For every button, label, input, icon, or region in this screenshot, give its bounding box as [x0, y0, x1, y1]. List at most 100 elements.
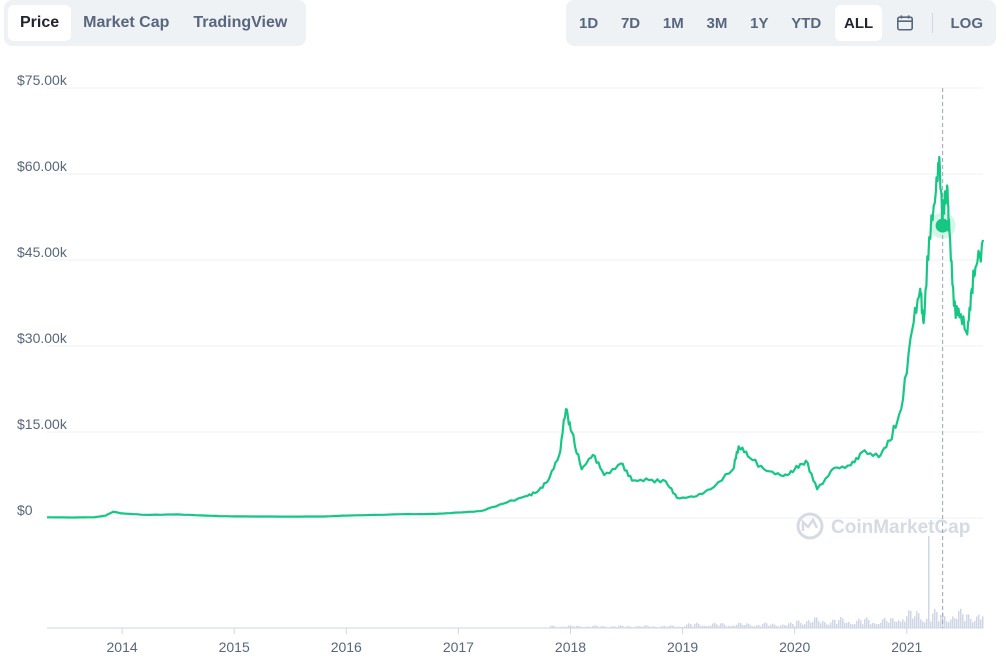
volume-bar — [890, 618, 892, 628]
volume-bar — [976, 616, 978, 628]
tab-price[interactable]: Price — [8, 5, 72, 41]
volume-bar — [632, 627, 634, 628]
volume-bar — [634, 626, 636, 628]
volume-bar — [744, 624, 746, 628]
volume-bar — [714, 622, 716, 628]
volume-bar — [800, 622, 802, 628]
volume-bar — [712, 623, 714, 628]
volume-bar — [752, 626, 754, 628]
volume-bar — [696, 622, 698, 628]
volume-bar — [794, 626, 796, 628]
volume-bar — [892, 618, 894, 628]
range-3m[interactable]: 3M — [706, 14, 728, 32]
range-ytd[interactable]: YTD — [791, 14, 822, 32]
volume-bar — [802, 624, 804, 628]
volume-bar — [734, 626, 736, 628]
volume-bar — [636, 626, 638, 628]
volume-bar — [650, 626, 652, 628]
range-7d[interactable]: 7D — [620, 14, 641, 32]
volume-bar — [946, 621, 948, 628]
x-tick-label: 2019 — [667, 639, 698, 655]
volume-bar — [844, 622, 846, 628]
volume-bar — [960, 608, 962, 628]
y-tick-label: $15.00k — [17, 416, 68, 432]
volume-bar — [916, 611, 918, 628]
x-tick-label: 2018 — [555, 639, 586, 655]
volume-bar — [872, 622, 874, 628]
volume-bar — [590, 627, 592, 628]
volume-bar — [692, 626, 694, 628]
volume-bar — [928, 536, 930, 628]
volume-bar — [688, 623, 690, 628]
range-1d[interactable]: 1D — [579, 14, 599, 32]
volume-bar — [818, 621, 820, 628]
range-all[interactable]: ALL — [835, 5, 883, 41]
volume-bar — [782, 624, 784, 628]
volume-bar — [806, 621, 808, 628]
volume-bar — [736, 624, 738, 628]
volume-bar — [762, 623, 764, 628]
volume-bars — [550, 536, 984, 628]
x-tick-label: 2014 — [107, 639, 138, 655]
volume-bar — [656, 627, 658, 628]
volume-bar — [862, 624, 864, 628]
volume-bar — [668, 626, 670, 628]
volume-bar — [644, 625, 646, 628]
volume-bar — [742, 625, 744, 628]
volume-bar — [708, 625, 710, 628]
volume-bar — [900, 621, 902, 628]
volume-bar — [572, 626, 574, 628]
volume-bar — [786, 625, 788, 628]
range-1m[interactable]: 1M — [662, 14, 684, 32]
volume-bar — [658, 627, 660, 628]
volume-bar — [878, 624, 880, 628]
volume-bar — [956, 619, 958, 628]
volume-bar — [824, 622, 826, 628]
volume-bar — [760, 626, 762, 628]
volume-bar — [646, 625, 648, 628]
volume-bar — [758, 625, 760, 628]
volume-bar — [622, 625, 624, 628]
volume-bar — [952, 616, 954, 628]
volume-bar — [972, 622, 974, 628]
volume-bar — [810, 622, 812, 628]
range-tabs: 1D 7D 1M 3M 1Y YTD ALL LOG — [566, 0, 996, 46]
volume-bar — [576, 625, 578, 628]
y-tick-label: $45.00k — [17, 244, 68, 260]
volume-bar — [830, 622, 832, 628]
volume-bar — [832, 619, 834, 628]
volume-bar — [838, 620, 840, 628]
log-toggle[interactable]: LOG — [950, 14, 983, 32]
volume-bar — [564, 626, 566, 628]
volume-bar — [846, 622, 848, 628]
volume-bar — [768, 625, 770, 628]
volume-bar — [814, 617, 816, 628]
volume-bar — [902, 619, 904, 628]
volume-bar — [706, 626, 708, 628]
volume-bar — [958, 610, 960, 628]
volume-bar — [738, 622, 740, 628]
volume-bar — [856, 620, 858, 628]
range-1y[interactable]: 1Y — [750, 14, 769, 32]
volume-bar — [586, 626, 588, 628]
volume-bar — [684, 626, 686, 628]
volume-bar — [974, 620, 976, 628]
volume-bar — [866, 617, 868, 628]
volume-bar — [638, 625, 640, 628]
volume-bar — [602, 625, 604, 628]
calendar-button[interactable] — [887, 5, 923, 41]
volume-bar — [566, 626, 568, 628]
volume-bar — [552, 625, 554, 628]
tab-tradingview[interactable]: TradingView — [193, 14, 288, 31]
volume-bar — [624, 627, 626, 628]
volume-bar — [654, 626, 656, 628]
volume-bar — [568, 625, 570, 628]
volume-bar — [906, 616, 908, 628]
volume-bar — [630, 626, 632, 628]
volume-bar — [754, 626, 756, 628]
volume-bar — [746, 623, 748, 628]
tab-market-cap[interactable]: Market Cap — [83, 14, 170, 31]
volume-bar — [550, 625, 552, 628]
volume-bar — [558, 626, 560, 628]
